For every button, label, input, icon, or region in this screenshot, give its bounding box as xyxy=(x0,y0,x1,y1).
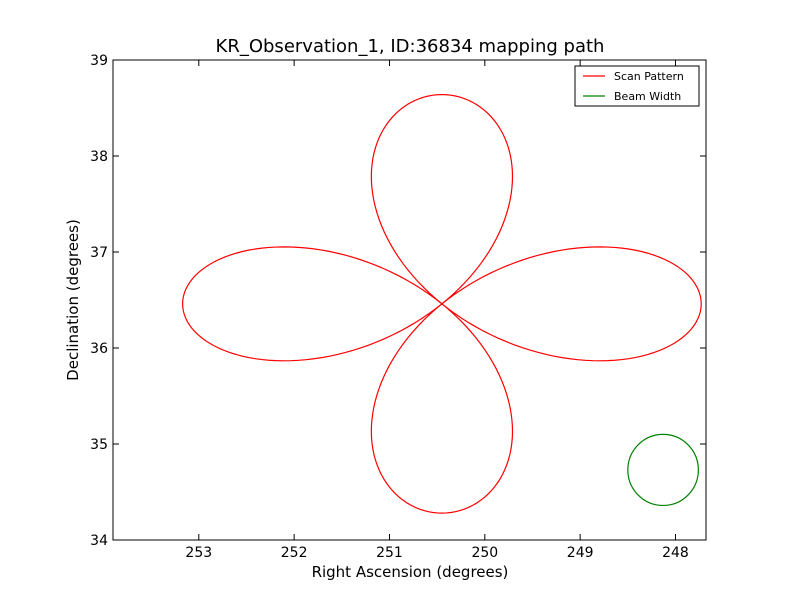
x-axis-label: Right Ascension (degrees) xyxy=(312,563,509,581)
legend-label-scan-pattern: Scan Pattern xyxy=(614,70,684,83)
x-tick-label: 248 xyxy=(662,545,689,561)
y-tick-label: 37 xyxy=(90,245,108,261)
x-tick-label: 252 xyxy=(281,545,308,561)
x-axis-ticks: 253 252 251 250 249 248 xyxy=(185,60,689,561)
x-tick-label: 253 xyxy=(185,545,212,561)
plot-area xyxy=(113,60,706,540)
scan-pattern-line xyxy=(182,93,702,514)
y-tick-label: 35 xyxy=(90,437,108,453)
y-tick-label: 34 xyxy=(90,533,108,549)
y-axis-label: Declination (degrees) xyxy=(64,219,82,381)
y-tick-label: 39 xyxy=(90,53,108,69)
x-tick-label: 251 xyxy=(376,545,403,561)
plot-frame xyxy=(112,59,707,541)
y-tick-label: 36 xyxy=(90,341,108,357)
legend-label-beam-width: Beam Width xyxy=(614,90,681,103)
legend: Scan Pattern Beam Width xyxy=(574,65,700,107)
chart-title: KR_Observation_1, ID:36834 mapping path xyxy=(216,36,605,57)
y-axis-ticks: 34 35 36 37 38 39 xyxy=(90,53,706,549)
legend-box xyxy=(574,65,700,107)
y-tick-label: 38 xyxy=(90,149,108,165)
x-tick-label: 249 xyxy=(567,545,594,561)
beam-width-circle xyxy=(627,433,699,507)
x-tick-label: 250 xyxy=(471,545,498,561)
